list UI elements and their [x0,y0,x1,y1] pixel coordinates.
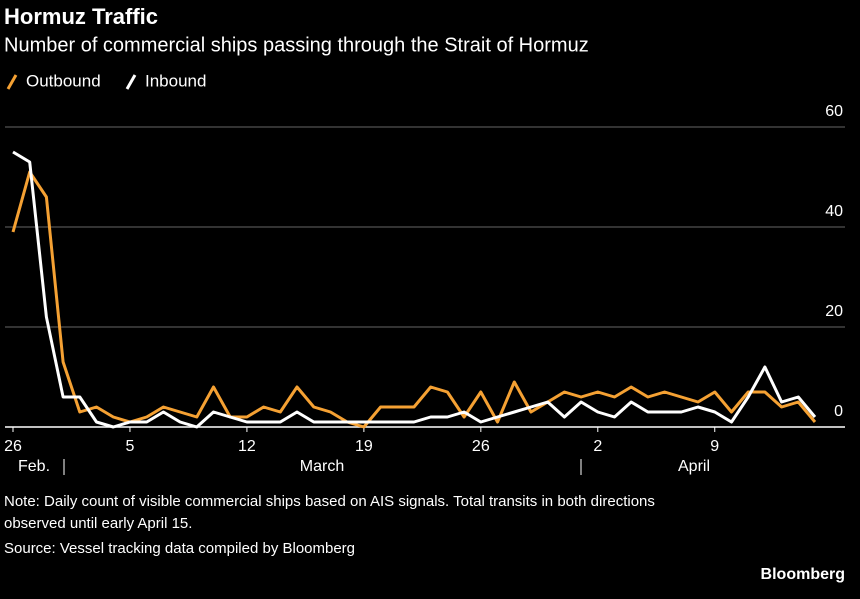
month-label: March [300,458,344,475]
x-tick-label: 2 [593,438,602,455]
x-tick-label: 19 [355,438,373,455]
note: observed until early April 15. [4,515,192,532]
source: Source: Vessel tracking data compiled by… [4,540,355,557]
series-line [12,150,817,429]
note: Note: Daily count of visible commercial … [4,493,655,510]
x-tick-label: 26 [4,438,22,455]
y-tick-label: 60 [825,103,843,120]
legend-swatch [125,74,137,90]
y-tick-label: 40 [825,203,843,220]
legend-swatch [6,74,18,90]
brand: Bloomberg [761,566,845,583]
chart-subtitle: Number of commercial ships passing throu… [4,34,589,56]
x-tick-label: 9 [710,438,719,455]
month-label: Feb. [18,458,50,475]
x-tick-label: 26 [472,438,490,455]
y-tick-label: 20 [825,303,843,320]
series-line [11,170,817,429]
x-tick-label: 5 [126,438,135,455]
legend-label: Outbound [26,71,101,90]
month-label: April [678,458,710,475]
x-tick-label: 12 [238,438,256,455]
y-tick-label: 0 [834,403,843,420]
legend-label: Inbound [145,71,206,90]
chart-title: Hormuz Traffic [4,4,158,29]
